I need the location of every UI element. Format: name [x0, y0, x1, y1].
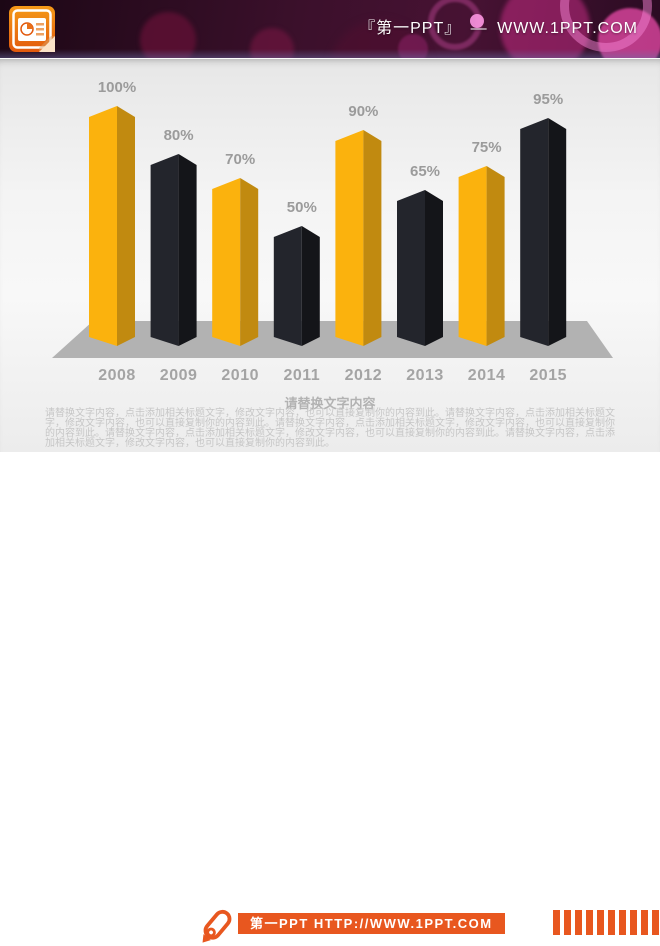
bar-value-label: 80%	[163, 127, 194, 144]
barcode-decoration	[553, 910, 660, 935]
bar-2014	[458, 166, 505, 346]
bar-value-label: 50%	[286, 199, 317, 216]
bar-2008	[89, 106, 135, 346]
bar-value-label: 90%	[348, 103, 379, 120]
slide-canvas: 100% 2008 80% 2009 70% 2010 50% 2011 90% 2012 65% 2…	[0, 58, 660, 453]
bar-2010	[212, 178, 259, 346]
bar-category-label: 2012	[344, 367, 383, 384]
bar-value-label: 95%	[533, 91, 564, 108]
powerpoint-document-icon	[9, 6, 55, 52]
bar-value-label: 70%	[225, 151, 256, 168]
bar-category-label: 2014	[467, 367, 506, 384]
placeholder-paragraph: 请替换文字内容，点击添加相关标题文字，修改文字内容，也可以直接复制你的内容到此。…	[45, 408, 615, 449]
bar-2015	[520, 118, 567, 346]
footer-bar: 第一PPT HTTP://WWW.1PPT.COM	[0, 452, 660, 943]
brand-url-link[interactable]: 第一PPT HTTP://WWW.1PPT.COM	[238, 913, 505, 934]
slide-header-banner: 『第一PPT』 — WWW.1PPT.COM	[0, 0, 660, 58]
bokeh-circle	[250, 28, 294, 58]
bar-category-label: 2009	[159, 367, 198, 384]
placeholder-heading: 请替换文字内容	[284, 396, 376, 411]
bar-category-label: 2015	[529, 367, 567, 384]
bar-category-label: 2011	[283, 367, 321, 384]
bar-value-label: 65%	[409, 163, 441, 180]
bar-category-label: 2008	[98, 367, 136, 384]
bar-category-label: 2010	[221, 367, 259, 384]
pencil-icon	[202, 909, 232, 943]
bar-2009	[150, 154, 197, 346]
bar-value-label: 100%	[97, 79, 137, 96]
bar-value-label: 75%	[471, 139, 502, 156]
bokeh-circle	[470, 14, 484, 28]
bokeh-circle	[140, 12, 196, 58]
chart-floor-plane	[52, 321, 613, 358]
bar-category-label: 2013	[406, 367, 444, 384]
bar-2012	[335, 130, 382, 346]
site-title: 『第一PPT』 — WWW.1PPT.COM	[359, 20, 638, 37]
